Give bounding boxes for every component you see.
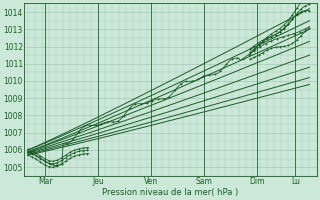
X-axis label: Pression niveau de la mer( hPa ): Pression niveau de la mer( hPa ) — [102, 188, 238, 197]
